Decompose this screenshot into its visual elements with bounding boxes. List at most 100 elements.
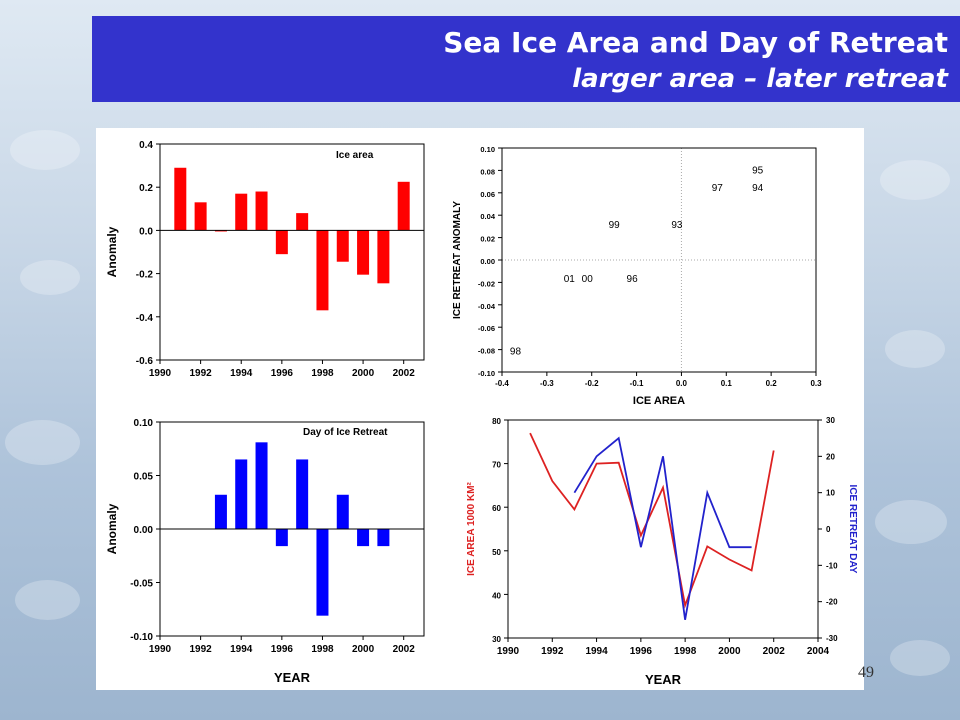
- scatter-ytick-label: 0.10: [480, 145, 495, 154]
- ice-area-ytick-label: -0.4: [136, 313, 154, 324]
- line-chart-xtick-label: 1998: [674, 646, 697, 657]
- scatter-point-label: 93: [671, 220, 683, 231]
- line-chart-frame: [507, 419, 819, 639]
- ice-area-bar: [336, 230, 349, 262]
- retreat-day-ytick-label: -0.10: [130, 632, 153, 643]
- ice-area-ytick-label: 0.0: [139, 226, 153, 237]
- slide-title: Sea Ice Area and Day of Retreat: [443, 26, 948, 59]
- line-chart-y2label: ICE RETREAT DAY: [847, 485, 858, 574]
- scatter-xtick-label: -0.1: [630, 379, 644, 388]
- scatter-point-label: 01: [564, 274, 576, 285]
- scatter-xtick-label: -0.4: [495, 379, 509, 388]
- ice-area-bar-chart: -0.6 -0.4 -0.2 0.0 0.2 0.4 1990 1992 1994 1996 199…: [105, 140, 425, 379]
- line-chart-ytick-label: 50: [492, 548, 501, 557]
- line-chart-y2tick-label: -10: [826, 561, 838, 570]
- ice-area-line: [529, 432, 775, 609]
- scatter-ytick-label: -0.02: [478, 279, 495, 288]
- retreat-day-bar: [214, 494, 227, 529]
- ice-area-xtick-label: 1998: [311, 368, 334, 379]
- scatter-ytick-label: 0.08: [480, 167, 495, 176]
- ice-area-xtick-label: 2002: [393, 368, 416, 379]
- scatter-xtick-label: 0.0: [676, 379, 688, 388]
- ice-area-bar: [275, 230, 288, 255]
- page-number: 49: [858, 664, 874, 681]
- retreat-day-xtick-label: 1994: [230, 644, 253, 655]
- area-retreat-line-chart: 30 40 50 60 70 80 -30 -20 -10 0 10 20 30 1990 1992 1994…: [466, 416, 858, 687]
- scatter-ytick-label: 0.04: [480, 212, 495, 221]
- retreat-day-bar: [336, 494, 349, 529]
- ice-area-label: Ice area: [336, 150, 374, 161]
- retreat-day-bar-chart: -0.10 -0.05 0.00 0.05 0.10 1990 1992 1994 1996 19…: [105, 418, 425, 685]
- retreat-vs-area-scatter: 95 97 94 99 93 01 00 96 98 -0.10 -0.08 -0.06 -0.04 -0…: [452, 145, 822, 407]
- ice-area-frame: [159, 143, 425, 361]
- ice-area-xtick-label: 1990: [149, 368, 172, 379]
- line-chart-xtick-label: 1994: [585, 646, 608, 657]
- line-chart-ytick-label: 30: [492, 635, 501, 644]
- scatter-ylabel: ICE RETREAT ANOMALY: [452, 201, 463, 319]
- line-chart-ytick-label: 40: [492, 591, 501, 600]
- retreat-day-bar: [275, 529, 288, 547]
- line-chart-y2tick-label: 20: [826, 452, 835, 461]
- scatter-ytick-label: 0.00: [480, 257, 495, 266]
- line-chart-y2tick-label: -20: [826, 598, 838, 607]
- retreat-day-ytick-label: -0.05: [130, 579, 153, 590]
- retreat-day-xtick-label: 1996: [271, 644, 294, 655]
- retreat-day-xtick-label: 2000: [352, 644, 375, 655]
- line-chart-ylabel: ICE AREA 1000 KM²: [466, 481, 477, 575]
- retreat-day-bar: [377, 529, 390, 547]
- line-chart-xtick-label: 1992: [541, 646, 564, 657]
- retreat-day-xtick-label: 1998: [311, 644, 334, 655]
- scatter-point-label: 97: [712, 183, 724, 194]
- ice-area-bar: [255, 191, 268, 231]
- retreat-day-bar: [296, 459, 309, 529]
- retreat-day-xtick-label: 2002: [393, 644, 416, 655]
- scatter-ytick-label: -0.04: [478, 302, 496, 311]
- line-chart-xtick-label: 1996: [630, 646, 653, 657]
- ice-area-bar: [214, 230, 227, 232]
- ice-area-xtick-label: 1996: [271, 368, 294, 379]
- figure-panel: -0.6 -0.4 -0.2 0.0 0.2 0.4 1990 1992 1994 1996 199…: [96, 128, 864, 690]
- line-chart-ytick-label: 80: [492, 417, 501, 426]
- retreat-day-xtick-label: 1992: [189, 644, 212, 655]
- scatter-point-label: 00: [582, 274, 594, 285]
- ice-area-bar: [174, 167, 187, 231]
- scatter-point-label: 99: [609, 220, 621, 231]
- ice-area-ytick-label: 0.2: [139, 183, 153, 194]
- line-chart-y2tick-label: 30: [826, 416, 835, 425]
- scatter-point-label: 96: [627, 274, 639, 285]
- ice-area-ylabel: Anomaly: [105, 226, 119, 277]
- line-chart-xtick-label: 2000: [718, 646, 741, 657]
- retreat-day-ytick-label: 0.05: [134, 472, 154, 483]
- retreat-day-bar: [316, 529, 329, 616]
- scatter-ytick-label: -0.10: [478, 369, 495, 378]
- scatter-point-label: 94: [752, 183, 764, 194]
- ice-area-bar: [377, 230, 390, 284]
- ice-area-ytick-label: 0.4: [139, 140, 153, 151]
- ice-area-bar: [316, 230, 329, 311]
- scatter-xtick-label: -0.3: [540, 379, 554, 388]
- scatter-xtick-label: -0.2: [585, 379, 599, 388]
- ice-area-bar: [357, 230, 370, 275]
- line-chart-xtick-label: 2004: [807, 646, 830, 657]
- slide-subtitle: larger area – later retreat: [572, 64, 948, 94]
- scatter-xtick-label: 0.1: [721, 379, 733, 388]
- retreat-day-xtick-label: 1990: [149, 644, 172, 655]
- retreat-day-ylabel: Anomaly: [105, 503, 119, 554]
- scatter-ytick-label: 0.02: [480, 235, 495, 244]
- ice-area-ytick-label: -0.6: [136, 356, 154, 367]
- retreat-day-label: Day of Ice Retreat: [303, 427, 388, 438]
- ice-area-xtick-label: 2000: [352, 368, 375, 379]
- retreat-day-ytick-label: 0.00: [134, 525, 154, 536]
- line-chart-y2tick-label: 0: [826, 525, 831, 534]
- ice-area-xtick-label: 1992: [189, 368, 212, 379]
- ice-area-bar: [235, 193, 248, 231]
- ice-area-bar: [296, 213, 309, 231]
- scatter-ytick-label: 0.06: [480, 190, 495, 199]
- line-chart-ytick-label: 70: [492, 461, 501, 470]
- ice-area-ytick-label: -0.2: [136, 270, 154, 281]
- line-chart-xtick-label: 2002: [763, 646, 786, 657]
- ice-area-bar: [397, 181, 410, 231]
- ice-area-xtick-label: 1994: [230, 368, 253, 379]
- scatter-ytick-label: -0.08: [478, 347, 495, 356]
- line-chart-xtick-label: 1990: [497, 646, 520, 657]
